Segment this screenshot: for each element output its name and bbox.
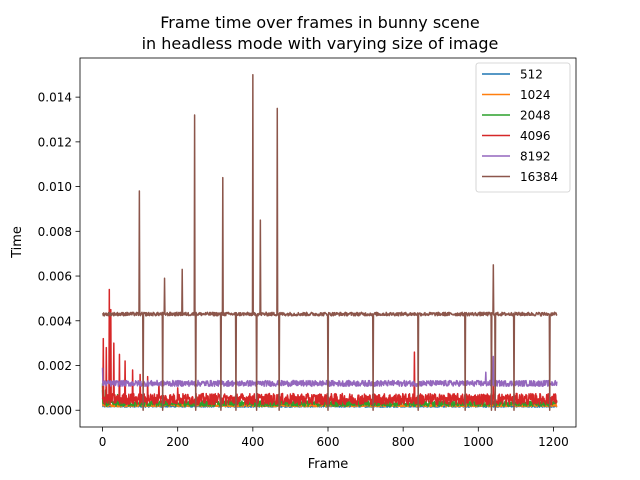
y-tick-label: 0.006 xyxy=(38,270,72,284)
legend-label-8192: 8192 xyxy=(520,150,551,164)
y-tick-label: 0.014 xyxy=(38,91,72,105)
series-line-4096 xyxy=(101,288,558,406)
x-tick-label: 200 xyxy=(166,435,189,449)
axes: 0 200 400 600 800 1000 1200 0.000 0.002 0.004 0.00… xyxy=(38,57,577,449)
y-axis-label: Time xyxy=(10,226,25,259)
y-tick-label: 0.000 xyxy=(38,404,72,418)
chart-title-line-1: Frame time over frames in bunny scene xyxy=(160,13,480,32)
y-tick-label: 0.012 xyxy=(38,135,72,149)
x-tick-label: 1000 xyxy=(463,435,494,449)
y-tick-label: 0.010 xyxy=(38,180,72,194)
x-tick-label: 600 xyxy=(317,435,340,449)
y-tick-label: 0.008 xyxy=(38,225,72,239)
series-lines xyxy=(101,74,558,411)
x-tick-label: 400 xyxy=(241,435,264,449)
legend-label-2048: 2048 xyxy=(520,109,551,123)
x-tick-label: 0 xyxy=(99,435,107,449)
legend-label-4096: 4096 xyxy=(520,129,551,143)
chart-title-line-2: in headless mode with varying size of im… xyxy=(142,34,499,53)
legend-label-1024: 1024 xyxy=(520,88,551,102)
legend-label-512: 512 xyxy=(520,68,543,82)
legend-label-16384: 16384 xyxy=(520,170,558,184)
x-axis-label: Frame xyxy=(308,457,349,472)
series-line-16384 xyxy=(101,74,558,411)
legend: 512 1024 2048 4096 8192 16384 xyxy=(475,62,571,193)
x-tick-label: 800 xyxy=(392,435,415,449)
x-tick-label: 1200 xyxy=(538,435,569,449)
y-tick-label: 0.002 xyxy=(38,359,72,373)
y-tick-label: 0.004 xyxy=(38,314,72,328)
series-line-8192 xyxy=(101,351,558,388)
plot-area xyxy=(101,74,558,411)
